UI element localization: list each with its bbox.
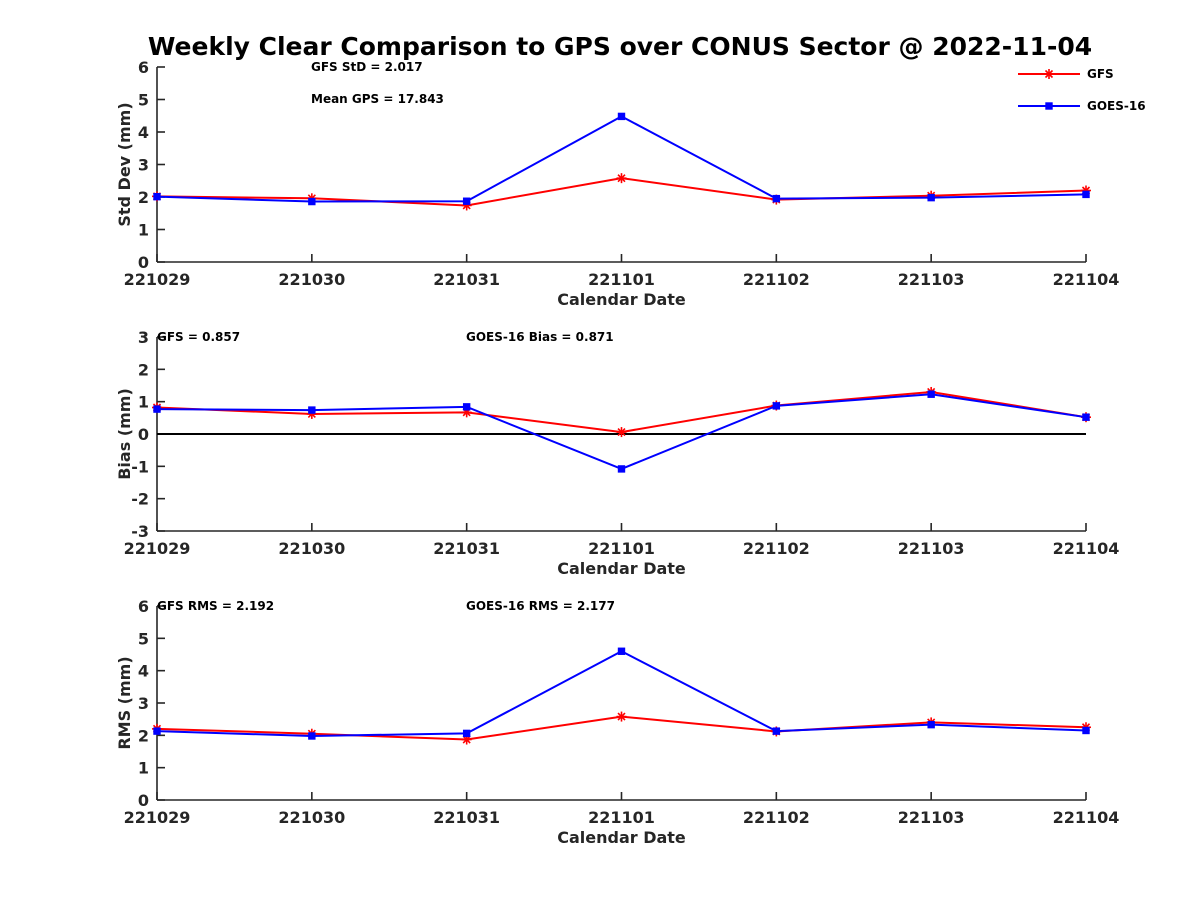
- series-line-goes-16: [156, 115, 1087, 203]
- legend-entry-goes-16: GOES-16: [1018, 99, 1146, 113]
- y-tick-label: -3: [131, 522, 149, 541]
- y-tick-label: 6: [138, 597, 149, 616]
- data-point-goes-16: [617, 112, 626, 121]
- data-point-goes-16: [772, 727, 781, 735]
- x-tick-label: 221102: [743, 270, 810, 289]
- y-tick-label: 2: [138, 726, 149, 745]
- panel-2: -3 -2 -1 0 1 2 3 221029 221030 221031 221101 221102…: [115, 328, 1119, 578]
- stat-annotation: GFS = 0.857: [157, 330, 240, 344]
- data-point-goes-16: [308, 197, 316, 206]
- series-line-gfs: [156, 390, 1087, 434]
- y-tick-label: 6: [138, 58, 149, 77]
- y-tick-label: 5: [138, 91, 149, 110]
- data-point-goes-16: [308, 732, 316, 740]
- x-tick-label: 221103: [898, 539, 965, 558]
- y-tick-label: 1: [138, 221, 149, 240]
- data-point-goes-16: [1082, 726, 1090, 735]
- x-tick-label: 221031: [433, 808, 500, 827]
- data-point-gfs: [616, 711, 627, 722]
- y-axis-label: RMS (mm): [115, 656, 134, 749]
- x-tick-label: 221101: [588, 808, 655, 827]
- x-tick-label: 221101: [588, 270, 655, 289]
- x-tick-label: 221030: [278, 808, 345, 827]
- y-tick-label: 4: [138, 123, 149, 142]
- y-tick-label: 4: [138, 662, 149, 681]
- y-tick-label: -2: [131, 490, 149, 509]
- x-tick-label: 221029: [124, 808, 191, 827]
- data-point-goes-16: [617, 647, 626, 655]
- legend-label: GFS: [1087, 67, 1114, 81]
- x-tick-label: 221030: [278, 270, 345, 289]
- y-tick-label: 5: [138, 629, 149, 648]
- y-axis-label: Std Dev (mm): [115, 102, 134, 226]
- stat-annotation: GOES-16 RMS = 2.177: [466, 599, 615, 613]
- x-tick-label: 221031: [433, 539, 500, 558]
- data-point-goes-16: [462, 403, 471, 411]
- y-tick-label: 0: [138, 791, 149, 810]
- x-tick-label: 221104: [1053, 270, 1120, 289]
- x-tick-label: 221030: [278, 539, 345, 558]
- y-axis-label: Bias (mm): [115, 388, 134, 480]
- data-point-goes-16: [617, 465, 626, 473]
- x-tick-label: 221103: [898, 270, 965, 289]
- data-point-goes-16: [927, 720, 935, 729]
- data-point-gfs: [616, 173, 627, 184]
- legend-entry-gfs: GFS: [1018, 67, 1114, 81]
- y-tick-label: 1: [138, 393, 149, 412]
- data-point-goes-16: [927, 193, 935, 202]
- data-point-goes-16: [153, 405, 161, 413]
- stat-annotation: GOES-16 Bias = 0.871: [466, 330, 614, 344]
- x-tick-label: 221101: [588, 539, 655, 558]
- data-point-goes-16: [1082, 190, 1090, 199]
- data-point-goes-16: [462, 197, 471, 205]
- x-tick-label: 221104: [1053, 808, 1120, 827]
- x-tick-label: 221031: [433, 270, 500, 289]
- y-tick-label: 3: [138, 694, 149, 713]
- y-tick-label: 3: [138, 328, 149, 347]
- y-tick-label: 2: [138, 360, 149, 379]
- data-point-goes-16: [772, 194, 781, 203]
- data-point-goes-16: [772, 402, 781, 410]
- stat-annotation: GFS RMS = 2.192: [157, 599, 274, 613]
- y-tick-label: 0: [138, 253, 149, 272]
- data-point-goes-16: [1082, 413, 1090, 421]
- x-tick-label: 221103: [898, 808, 965, 827]
- data-point-goes-16: [462, 729, 471, 738]
- y-tick-label: 3: [138, 156, 149, 175]
- data-point-goes-16: [927, 390, 935, 398]
- legend-label: GOES-16: [1087, 99, 1146, 113]
- data-point-gfs: [616, 427, 627, 438]
- legend-marker: [1044, 69, 1054, 79]
- x-tick-label: 221029: [124, 539, 191, 558]
- y-tick-label: -1: [131, 457, 149, 476]
- x-tick-label: 221102: [743, 539, 810, 558]
- x-tick-label: 221104: [1053, 539, 1120, 558]
- y-tick-label: 1: [138, 759, 149, 778]
- panel-1: 0 1 2 3 4 5 6 221029 221030 221031 221101 221102 221…: [115, 58, 1119, 309]
- x-axis-label: Calendar Date: [557, 559, 686, 578]
- x-axis-label: Calendar Date: [557, 828, 686, 847]
- legend-marker: [1045, 102, 1053, 110]
- data-point-goes-16: [153, 727, 161, 735]
- chart-legend: GFS GOES-16: [1018, 67, 1146, 113]
- data-point-goes-16: [153, 192, 161, 201]
- panel-3: 0 1 2 3 4 5 6 221029 221030 221031 221101 221102 221…: [115, 597, 1119, 847]
- x-tick-label: 221029: [124, 270, 191, 289]
- stat-annotation: GFS StD = 2.017: [311, 60, 423, 74]
- x-tick-label: 221102: [743, 808, 810, 827]
- y-tick-label: 0: [138, 425, 149, 444]
- x-axis-label: Calendar Date: [557, 290, 686, 309]
- chart-title: Weekly Clear Comparison to GPS over CONU…: [148, 32, 1092, 61]
- stat-annotation: Mean GPS = 17.843: [311, 92, 444, 106]
- y-tick-label: 2: [138, 188, 149, 207]
- data-point-goes-16: [308, 406, 316, 414]
